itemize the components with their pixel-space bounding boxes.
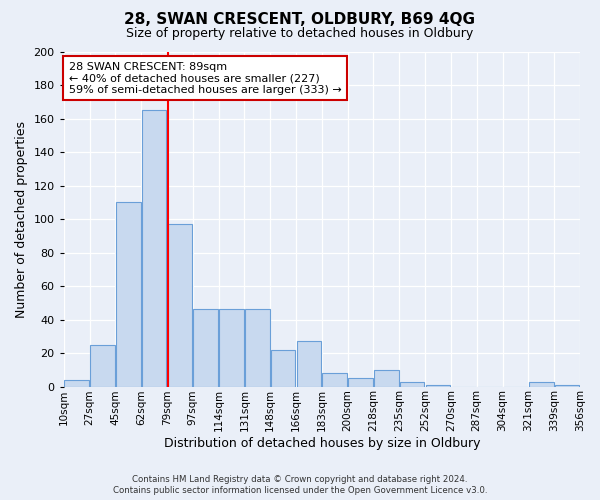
Bar: [400, 382, 424, 386]
Bar: [555, 385, 580, 386]
X-axis label: Distribution of detached houses by size in Oldbury: Distribution of detached houses by size …: [164, 437, 480, 450]
Text: Size of property relative to detached houses in Oldbury: Size of property relative to detached ho…: [127, 28, 473, 40]
Text: 28 SWAN CRESCENT: 89sqm
← 40% of detached houses are smaller (227)
59% of semi-d: 28 SWAN CRESCENT: 89sqm ← 40% of detache…: [69, 62, 341, 95]
Bar: [167, 224, 192, 386]
Bar: [529, 382, 554, 386]
Bar: [374, 370, 398, 386]
Bar: [245, 310, 269, 386]
Bar: [271, 350, 295, 387]
Bar: [219, 310, 244, 386]
Text: Contains HM Land Registry data © Crown copyright and database right 2024.: Contains HM Land Registry data © Crown c…: [132, 475, 468, 484]
Bar: [142, 110, 166, 386]
Bar: [116, 202, 140, 386]
Bar: [90, 344, 115, 387]
Bar: [349, 378, 373, 386]
Bar: [322, 373, 347, 386]
Y-axis label: Number of detached properties: Number of detached properties: [15, 120, 28, 318]
Text: Contains public sector information licensed under the Open Government Licence v3: Contains public sector information licen…: [113, 486, 487, 495]
Bar: [64, 380, 89, 386]
Bar: [426, 385, 450, 386]
Bar: [193, 310, 218, 386]
Text: 28, SWAN CRESCENT, OLDBURY, B69 4QG: 28, SWAN CRESCENT, OLDBURY, B69 4QG: [125, 12, 476, 28]
Bar: [296, 342, 321, 386]
